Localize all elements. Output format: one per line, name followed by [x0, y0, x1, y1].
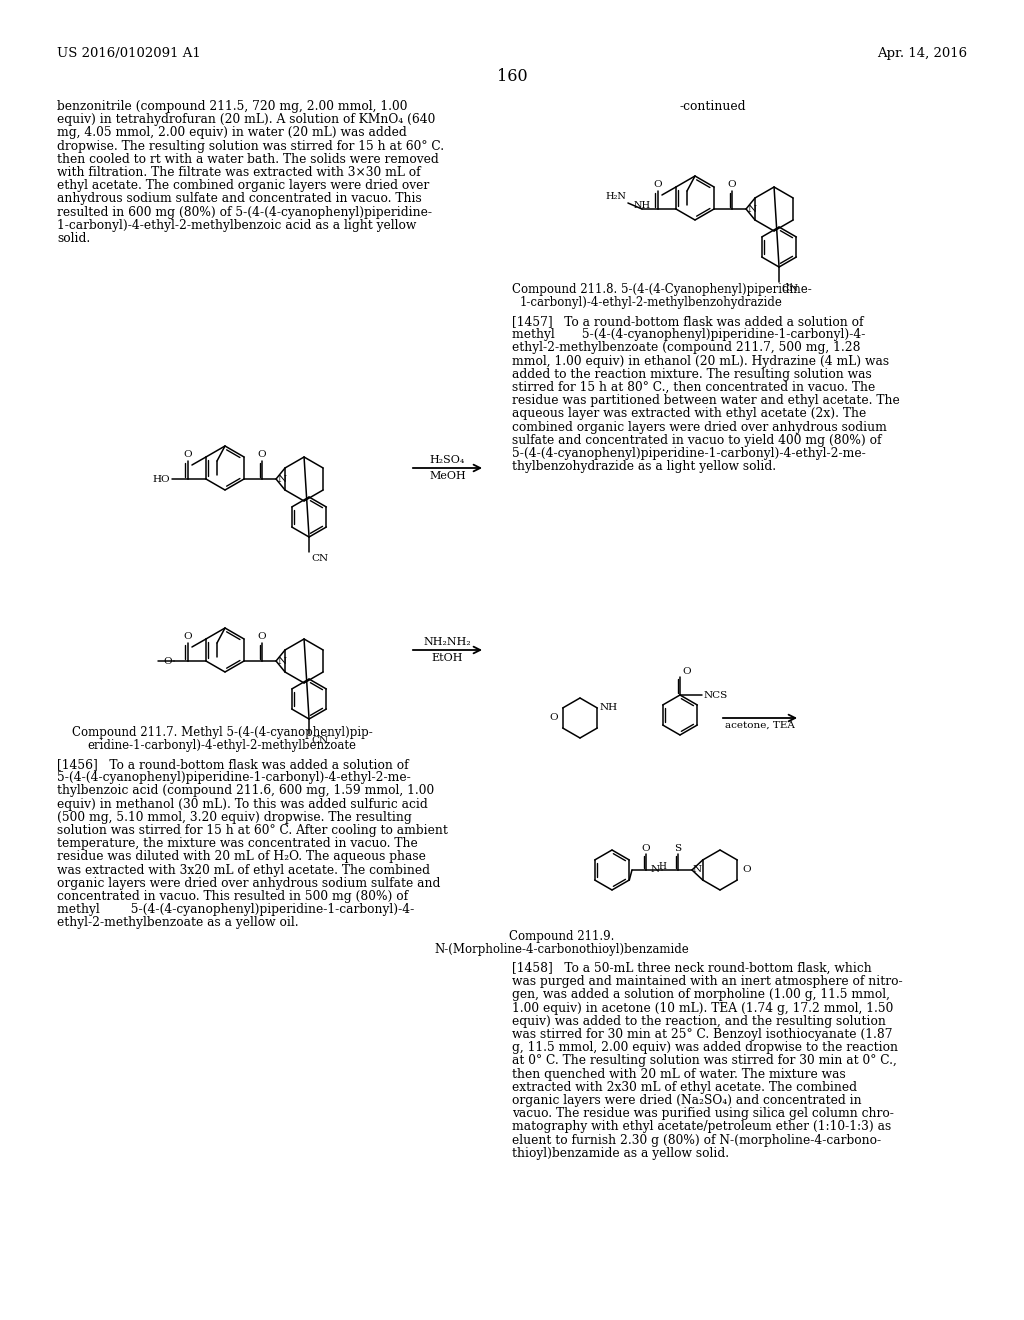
Text: O: O	[258, 450, 266, 459]
Text: acetone, TEA: acetone, TEA	[725, 721, 795, 730]
Text: NH: NH	[634, 201, 650, 210]
Text: H: H	[658, 862, 666, 871]
Text: ethyl-2-methylbenzoate (compound 211.7, 500 mg, 1.28: ethyl-2-methylbenzoate (compound 211.7, …	[512, 342, 860, 354]
Text: US 2016/0102091 A1: US 2016/0102091 A1	[57, 48, 201, 59]
Text: N: N	[748, 205, 756, 214]
Text: [1456]   To a round-bottom flask was added a solution of: [1456] To a round-bottom flask was added…	[57, 758, 409, 771]
Text: O: O	[549, 714, 558, 722]
Text: S: S	[675, 843, 682, 853]
Text: 1.00 equiv) in acetone (10 mL). TEA (1.74 g, 17.2 mmol, 1.50: 1.00 equiv) in acetone (10 mL). TEA (1.7…	[512, 1002, 893, 1015]
Text: stirred for 15 h at 80° C., then concentrated in vacuo. The: stirred for 15 h at 80° C., then concent…	[512, 381, 876, 393]
Text: N: N	[278, 474, 286, 483]
Text: residue was diluted with 20 mL of H₂O. The aqueous phase: residue was diluted with 20 mL of H₂O. T…	[57, 850, 426, 863]
Text: sulfate and concentrated in vacuo to yield 400 mg (80%) of: sulfate and concentrated in vacuo to yie…	[512, 434, 882, 446]
Text: resulted in 600 mg (80%) of 5-(4-(4-cyanophenyl)piperidine-: resulted in 600 mg (80%) of 5-(4-(4-cyan…	[57, 206, 432, 219]
Text: matography with ethyl acetate/petroleum ether (1:10-1:3) as: matography with ethyl acetate/petroleum …	[512, 1121, 891, 1134]
Text: O: O	[642, 843, 650, 853]
Text: was stirred for 30 min at 25° C. Benzoyl isothiocyanate (1.87: was stirred for 30 min at 25° C. Benzoyl…	[512, 1028, 893, 1041]
Text: O: O	[653, 180, 663, 189]
Text: benzonitrile (compound 211.5, 720 mg, 2.00 mmol, 1.00: benzonitrile (compound 211.5, 720 mg, 2.…	[57, 100, 408, 114]
Text: O: O	[163, 656, 172, 665]
Text: equiv) in methanol (30 mL). To this was added sulfuric acid: equiv) in methanol (30 mL). To this was …	[57, 797, 428, 810]
Text: solution was stirred for 15 h at 60° C. After cooling to ambient: solution was stirred for 15 h at 60° C. …	[57, 824, 447, 837]
Text: organic layers were dried over anhydrous sodium sulfate and: organic layers were dried over anhydrous…	[57, 876, 440, 890]
Text: g, 11.5 mmol, 2.00 equiv) was added dropwise to the reaction: g, 11.5 mmol, 2.00 equiv) was added drop…	[512, 1041, 898, 1055]
Text: CN: CN	[311, 737, 328, 744]
Text: combined organic layers were dried over anhydrous sodium: combined organic layers were dried over …	[512, 421, 887, 433]
Text: N: N	[693, 866, 702, 874]
Text: MeOH: MeOH	[429, 471, 466, 480]
Text: eluent to furnish 2.30 g (80%) of N-(morpholine-4-carbono-: eluent to furnish 2.30 g (80%) of N-(mor…	[512, 1134, 881, 1147]
Text: CN: CN	[781, 284, 798, 293]
Text: was purged and maintained with an inert atmosphere of nitro-: was purged and maintained with an inert …	[512, 975, 902, 989]
Text: residue was partitioned between water and ethyl acetate. The: residue was partitioned between water an…	[512, 395, 900, 407]
Text: 5-(4-(4-cyanophenyl)piperidine-1-carbonyl)-4-ethyl-2-me-: 5-(4-(4-cyanophenyl)piperidine-1-carbony…	[512, 447, 865, 459]
Text: with filtration. The filtrate was extracted with 3×30 mL of: with filtration. The filtrate was extrac…	[57, 166, 421, 180]
Text: then quenched with 20 mL of water. The mixture was: then quenched with 20 mL of water. The m…	[512, 1068, 846, 1081]
Text: N-(Morpholine-4-carbonothioyl)benzamide: N-(Morpholine-4-carbonothioyl)benzamide	[434, 942, 689, 956]
Text: vacuo. The residue was purified using silica gel column chro-: vacuo. The residue was purified using si…	[512, 1107, 894, 1121]
Text: mg, 4.05 mmol, 2.00 equiv) in water (20 mL) was added: mg, 4.05 mmol, 2.00 equiv) in water (20 …	[57, 127, 407, 140]
Text: eridine-1-carbonyl)-4-ethyl-2-methylbenzoate: eridine-1-carbonyl)-4-ethyl-2-methylbenz…	[87, 739, 356, 752]
Text: ethyl-2-methylbenzoate as a yellow oil.: ethyl-2-methylbenzoate as a yellow oil.	[57, 916, 299, 929]
Text: O: O	[682, 667, 690, 676]
Text: (500 mg, 5.10 mmol, 3.20 equiv) dropwise. The resulting: (500 mg, 5.10 mmol, 3.20 equiv) dropwise…	[57, 810, 412, 824]
Text: mmol, 1.00 equiv) in ethanol (20 mL). Hydrazine (4 mL) was: mmol, 1.00 equiv) in ethanol (20 mL). Hy…	[512, 355, 889, 367]
Text: N: N	[651, 866, 660, 874]
Text: Apr. 14, 2016: Apr. 14, 2016	[877, 48, 967, 59]
Text: Compound 211.8. 5-(4-(4-Cyanophenyl)piperidine-: Compound 211.8. 5-(4-(4-Cyanophenyl)pipe…	[512, 282, 812, 296]
Text: organic layers were dried (Na₂SO₄) and concentrated in: organic layers were dried (Na₂SO₄) and c…	[512, 1094, 861, 1107]
Text: NH: NH	[599, 704, 617, 713]
Text: N: N	[278, 656, 286, 665]
Text: extracted with 2x30 mL of ethyl acetate. The combined: extracted with 2x30 mL of ethyl acetate.…	[512, 1081, 857, 1094]
Text: added to the reaction mixture. The resulting solution was: added to the reaction mixture. The resul…	[512, 368, 871, 380]
Text: 5-(4-(4-cyanophenyl)piperidine-1-carbonyl)-4-ethyl-2-me-: 5-(4-(4-cyanophenyl)piperidine-1-carbony…	[57, 771, 411, 784]
Text: solid.: solid.	[57, 232, 90, 246]
Text: temperature, the mixture was concentrated in vacuo. The: temperature, the mixture was concentrate…	[57, 837, 418, 850]
Text: methyl        5-(4-(4-cyanophenyl)piperidine-1-carbonyl)-4-: methyl 5-(4-(4-cyanophenyl)piperidine-1-…	[57, 903, 415, 916]
Text: thylbenzoic acid (compound 211.6, 600 mg, 1.59 mmol, 1.00: thylbenzoic acid (compound 211.6, 600 mg…	[57, 784, 434, 797]
Text: at 0° C. The resulting solution was stirred for 30 min at 0° C.,: at 0° C. The resulting solution was stir…	[512, 1055, 897, 1068]
Text: 1-carbonyl)-4-ethyl-2-methylbenzoic acid as a light yellow: 1-carbonyl)-4-ethyl-2-methylbenzoic acid…	[57, 219, 417, 232]
Text: 1-carbonyl)-4-ethyl-2-methylbenzohydrazide: 1-carbonyl)-4-ethyl-2-methylbenzohydrazi…	[520, 296, 783, 309]
Text: O: O	[183, 632, 193, 642]
Text: H₂SO₄: H₂SO₄	[430, 455, 465, 465]
Text: [1458]   To a 50-mL three neck round-bottom flask, which: [1458] To a 50-mL three neck round-botto…	[512, 962, 871, 975]
Text: thioyl)benzamide as a yellow solid.: thioyl)benzamide as a yellow solid.	[512, 1147, 729, 1160]
Text: O: O	[183, 450, 193, 459]
Text: anhydrous sodium sulfate and concentrated in vacuo. This: anhydrous sodium sulfate and concentrate…	[57, 193, 422, 206]
Text: 160: 160	[497, 69, 527, 84]
Text: O: O	[728, 180, 736, 189]
Text: equiv) in tetrahydrofuran (20 mL). A solution of KMnO₄ (640: equiv) in tetrahydrofuran (20 mL). A sol…	[57, 114, 435, 127]
Text: NH₂NH₂: NH₂NH₂	[424, 638, 471, 647]
Text: EtOH: EtOH	[432, 653, 463, 663]
Text: -continued: -continued	[680, 100, 746, 114]
Text: [1457]   To a round-bottom flask was added a solution of: [1457] To a round-bottom flask was added…	[512, 315, 863, 327]
Text: then cooled to rt with a water bath. The solids were removed: then cooled to rt with a water bath. The…	[57, 153, 438, 166]
Text: Compound 211.9.: Compound 211.9.	[509, 931, 614, 942]
Text: CN: CN	[311, 554, 328, 564]
Text: gen, was added a solution of morpholine (1.00 g, 11.5 mmol,: gen, was added a solution of morpholine …	[512, 989, 890, 1002]
Text: thylbenzohydrazide as a light yellow solid.: thylbenzohydrazide as a light yellow sol…	[512, 461, 776, 473]
Text: aqueous layer was extracted with ethyl acetate (2x). The: aqueous layer was extracted with ethyl a…	[512, 408, 866, 420]
Text: O: O	[258, 632, 266, 642]
Text: ethyl acetate. The combined organic layers were dried over: ethyl acetate. The combined organic laye…	[57, 180, 429, 193]
Text: HO: HO	[153, 474, 170, 483]
Text: NCS: NCS	[705, 690, 728, 700]
Text: methyl       5-(4-(4-cyanophenyl)piperidine-1-carbonyl)-4-: methyl 5-(4-(4-cyanophenyl)piperidine-1-…	[512, 329, 865, 341]
Text: Compound 211.7. Methyl 5-(4-(4-cyanophenyl)pip-: Compound 211.7. Methyl 5-(4-(4-cyanophen…	[72, 726, 373, 739]
Text: dropwise. The resulting solution was stirred for 15 h at 60° C.: dropwise. The resulting solution was sti…	[57, 140, 444, 153]
Text: O: O	[742, 866, 751, 874]
Text: was extracted with 3x20 mL of ethyl acetate. The combined: was extracted with 3x20 mL of ethyl acet…	[57, 863, 430, 876]
Text: H₂N: H₂N	[605, 191, 626, 201]
Text: concentrated in vacuo. This resulted in 500 mg (80%) of: concentrated in vacuo. This resulted in …	[57, 890, 409, 903]
Text: equiv) was added to the reaction, and the resulting solution: equiv) was added to the reaction, and th…	[512, 1015, 886, 1028]
